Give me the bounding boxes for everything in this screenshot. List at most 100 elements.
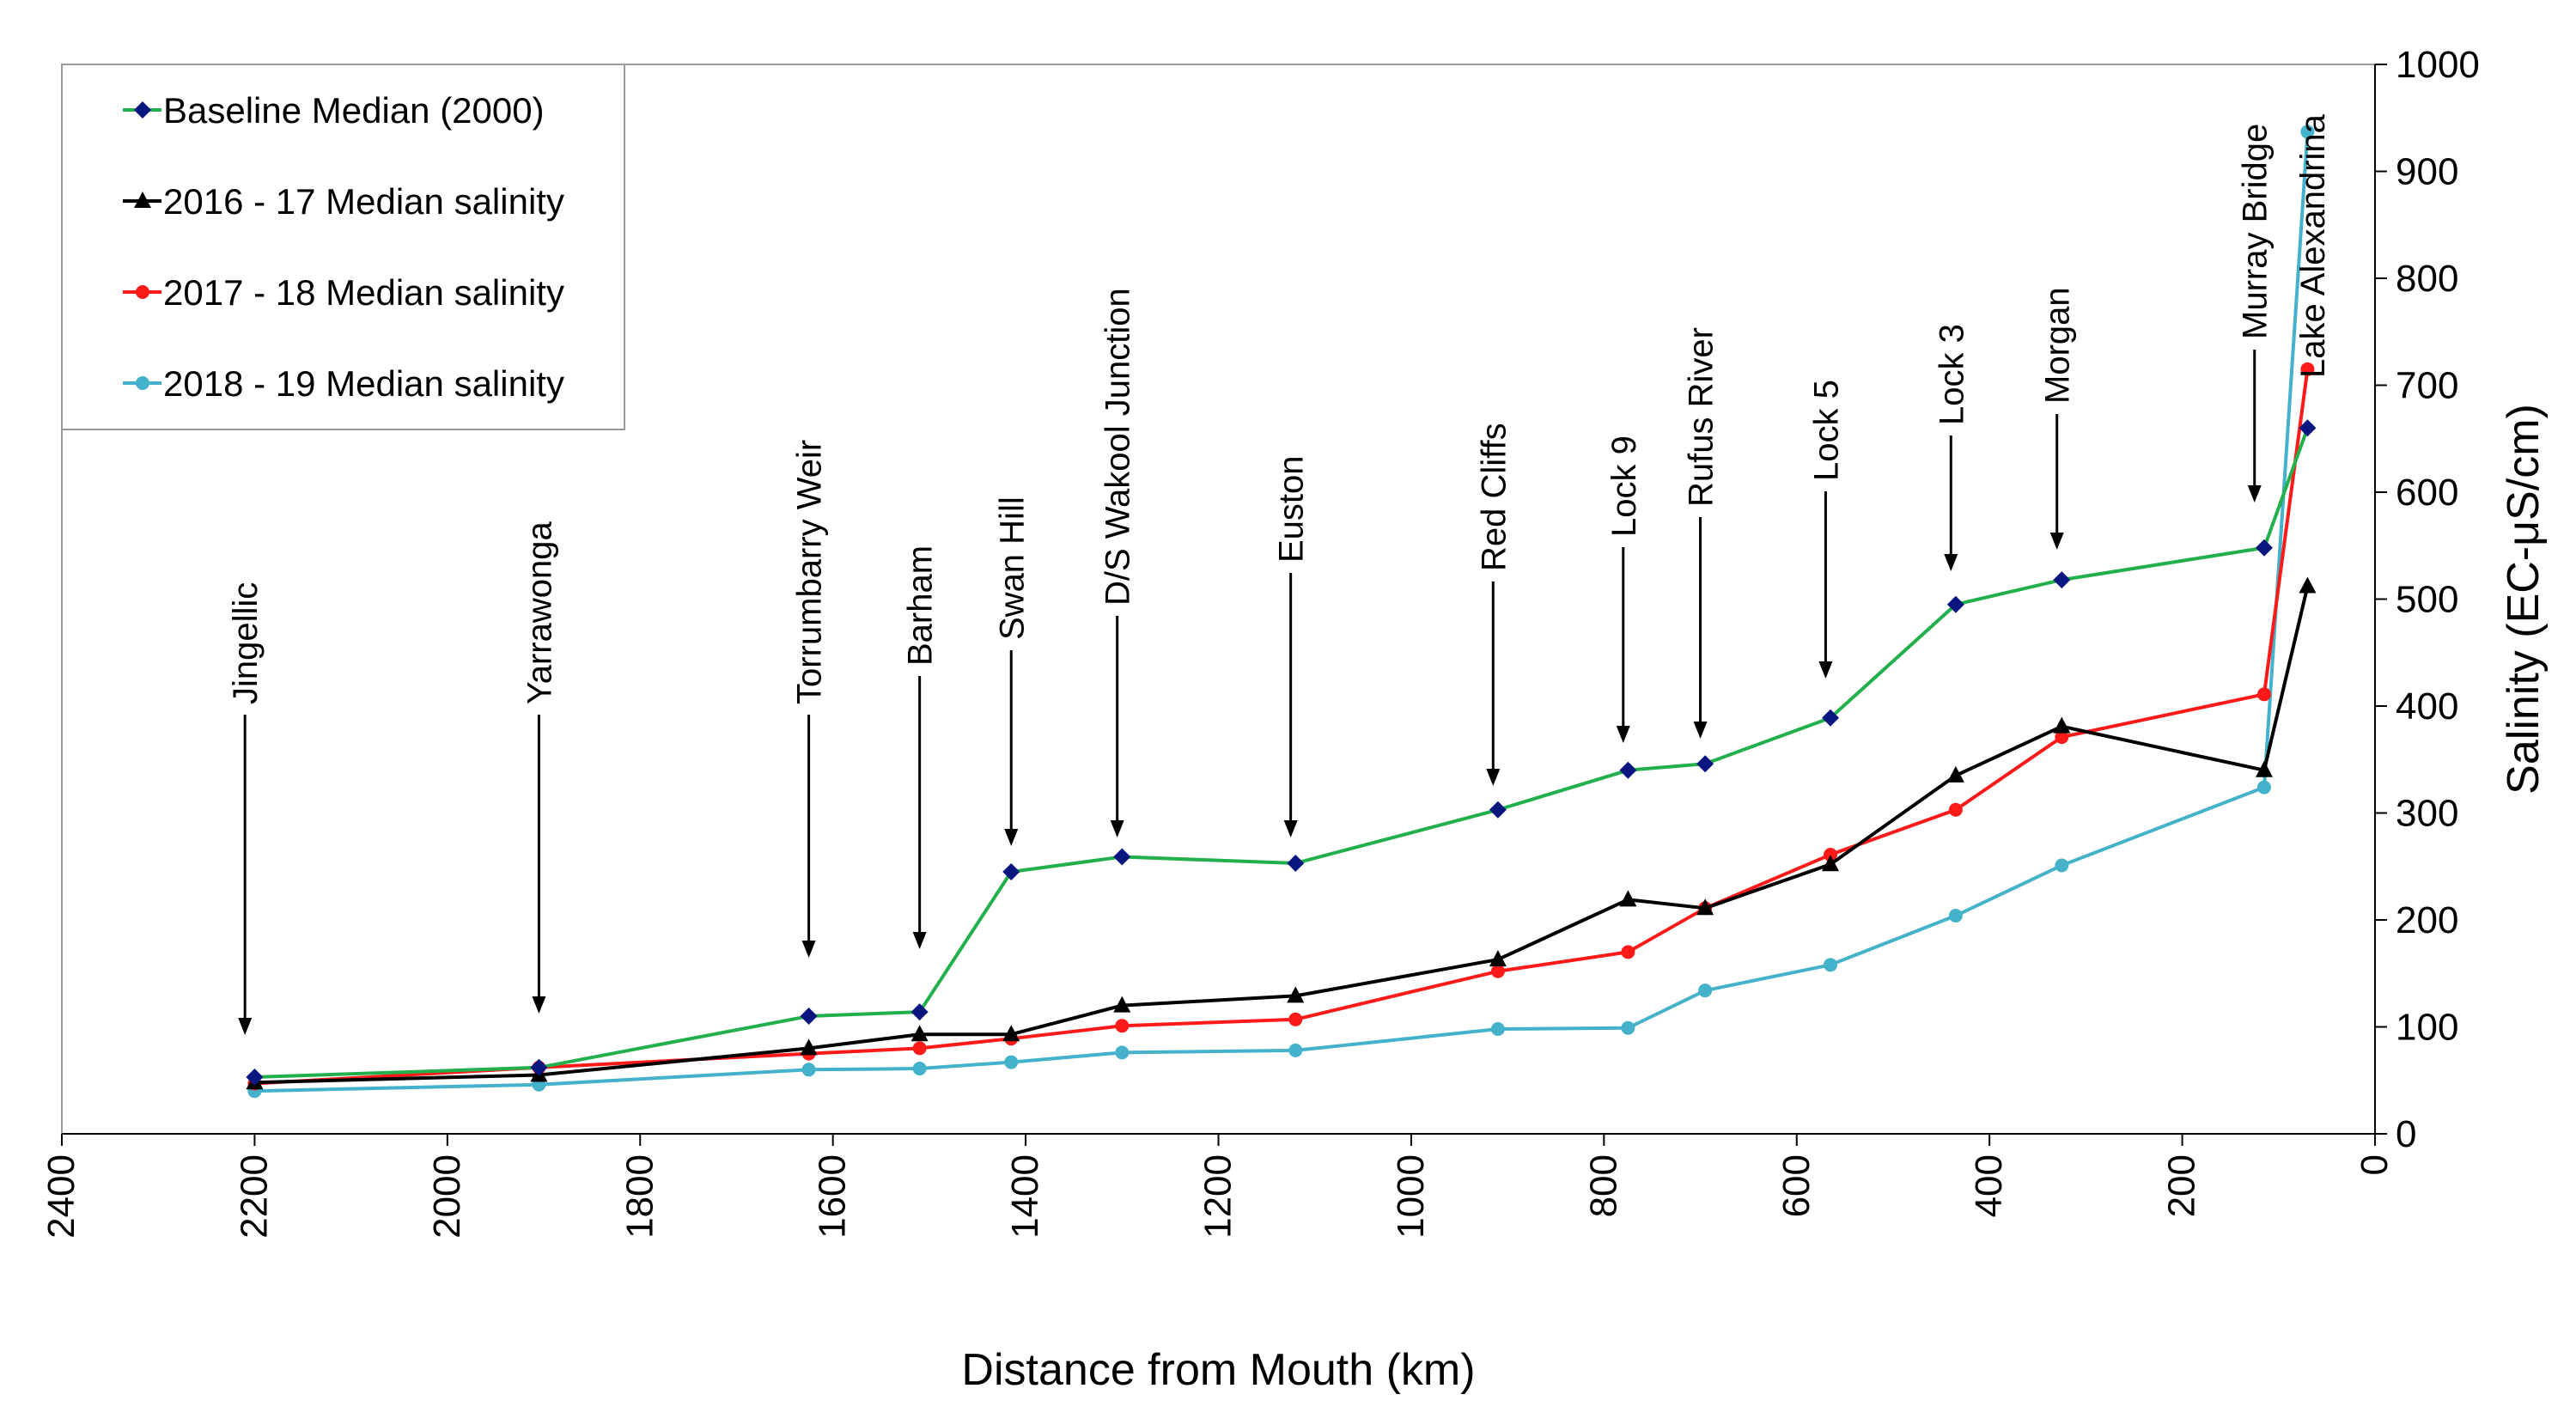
x-tick-label: 1200 bbox=[1197, 1154, 1239, 1239]
series-0 bbox=[246, 419, 2317, 1087]
data-point bbox=[2299, 419, 2317, 437]
data-point bbox=[912, 1062, 927, 1076]
data-point bbox=[912, 1041, 927, 1056]
x-tick-label: 2000 bbox=[426, 1154, 468, 1239]
data-point bbox=[1489, 801, 1507, 819]
site-arrow-head bbox=[1944, 554, 1958, 571]
data-point bbox=[1002, 1025, 1020, 1042]
site-label: Murray Bridge bbox=[2237, 124, 2275, 339]
y-tick-label: 800 bbox=[2396, 258, 2458, 300]
data-point bbox=[1288, 1043, 1303, 1057]
x-tick-label: 1800 bbox=[618, 1154, 661, 1239]
data-point bbox=[1288, 1012, 1303, 1026]
legend-entry-3: 2018 - 19 Median salinity bbox=[123, 363, 564, 404]
legend-marker bbox=[136, 376, 149, 390]
site-annotation: Barham bbox=[902, 545, 940, 949]
site-label: Lock 3 bbox=[1933, 324, 1970, 425]
data-point bbox=[1946, 595, 1964, 613]
legend-marker bbox=[136, 285, 149, 299]
data-point bbox=[1946, 765, 1964, 783]
data-point bbox=[530, 1058, 548, 1076]
data-point bbox=[1824, 848, 1838, 862]
legend-marker bbox=[134, 101, 151, 119]
y-axis-title: Salinity (EC-μS/cm) bbox=[2499, 404, 2549, 795]
data-point bbox=[2300, 125, 2315, 139]
site-arrow-head bbox=[1818, 661, 1833, 679]
data-point bbox=[2055, 730, 2069, 745]
data-point bbox=[246, 1069, 264, 1087]
site-annotation: Lock 5 bbox=[1807, 380, 1845, 679]
site-label: Morgan bbox=[2039, 287, 2077, 404]
data-point bbox=[1824, 958, 1838, 972]
data-point bbox=[2053, 571, 2071, 589]
site-annotation: Lock 3 bbox=[1933, 324, 1970, 571]
legend-box bbox=[61, 64, 625, 430]
site-label: Red Cliffs bbox=[1475, 423, 1513, 571]
data-point bbox=[1621, 945, 1635, 959]
data-point bbox=[1619, 761, 1637, 779]
site-annotation: Lake Alexandrina bbox=[2294, 113, 2332, 378]
y-tick-label: 100 bbox=[2396, 1007, 2458, 1049]
legend-label: 2018 - 19 Median salinity bbox=[163, 363, 564, 404]
data-point bbox=[1115, 1045, 1130, 1060]
site-arrow-head bbox=[1110, 820, 1124, 837]
y-tick-label: 300 bbox=[2396, 793, 2458, 835]
data-point bbox=[2300, 362, 2315, 376]
data-point bbox=[910, 1003, 929, 1021]
x-tick-label: 2400 bbox=[40, 1154, 82, 1239]
y-tick-label: 700 bbox=[2396, 365, 2458, 407]
x-tick-label: 800 bbox=[1582, 1154, 1624, 1217]
legend-entry-0: Baseline Median (2000) bbox=[123, 90, 545, 131]
data-point bbox=[2255, 539, 2273, 557]
legend: Baseline Median (2000) 2016 - 17 Median s… bbox=[61, 64, 625, 430]
data-point bbox=[1948, 909, 1963, 923]
site-label: Yarrawonga bbox=[521, 521, 558, 704]
y-tick-label: 500 bbox=[2396, 579, 2458, 621]
series-layer bbox=[246, 125, 2317, 1099]
x-tick-label: 600 bbox=[1775, 1154, 1818, 1217]
data-point bbox=[1490, 1021, 1505, 1036]
site-annotation: Lock 9 bbox=[1605, 435, 1643, 743]
x-tick-label: 2200 bbox=[233, 1154, 275, 1239]
data-point bbox=[2055, 858, 2069, 873]
data-point bbox=[801, 1063, 816, 1077]
site-label: D/S Wakool Junction bbox=[1099, 288, 1137, 606]
x-tick-label: 1400 bbox=[1004, 1154, 1046, 1239]
site-arrow-head bbox=[1004, 829, 1019, 846]
site-arrow-head bbox=[1693, 722, 1708, 739]
site-label: Jingellic bbox=[227, 582, 265, 704]
data-point bbox=[1822, 709, 1840, 727]
site-label: Euston bbox=[1273, 455, 1311, 563]
legend-entry-1: 2016 - 17 Median salinity bbox=[123, 181, 564, 222]
legend-label: 2017 - 18 Median salinity bbox=[163, 272, 564, 313]
data-point bbox=[1948, 802, 1963, 817]
data-point bbox=[1004, 1055, 1019, 1069]
x-tick-label: 0 bbox=[2354, 1154, 2396, 1175]
data-point bbox=[1696, 898, 1714, 916]
site-label: Swan Hill bbox=[993, 496, 1031, 640]
data-point bbox=[910, 1025, 929, 1042]
data-point bbox=[2256, 780, 2271, 795]
site-arrow-head bbox=[2049, 533, 2064, 550]
site-arrow-head bbox=[238, 1018, 253, 1035]
site-annotation: D/S Wakool Junction bbox=[1099, 288, 1137, 837]
legend-label: 2016 - 17 Median salinity bbox=[163, 181, 564, 222]
site-arrow-head bbox=[801, 941, 816, 958]
x-axis-title: Distance from Mouth (km) bbox=[961, 1345, 1475, 1395]
series-1 bbox=[246, 576, 2317, 1090]
x-tick-label: 1000 bbox=[1390, 1154, 1432, 1239]
site-arrow-head bbox=[532, 996, 546, 1014]
site-annotation: Yarrawonga bbox=[521, 521, 558, 1014]
data-point bbox=[1822, 855, 1840, 872]
legend-marker bbox=[134, 192, 151, 208]
site-annotation: Torrumbarry Weir bbox=[791, 440, 829, 958]
data-point bbox=[1287, 855, 1305, 873]
site-annotation: Morgan bbox=[2039, 287, 2077, 550]
legend-label: Baseline Median (2000) bbox=[163, 90, 545, 131]
data-point bbox=[1115, 1019, 1130, 1033]
data-point bbox=[1002, 862, 1020, 880]
data-point bbox=[2255, 760, 2273, 777]
data-point bbox=[800, 1038, 818, 1056]
x-tick-label: 200 bbox=[2161, 1154, 2203, 1217]
